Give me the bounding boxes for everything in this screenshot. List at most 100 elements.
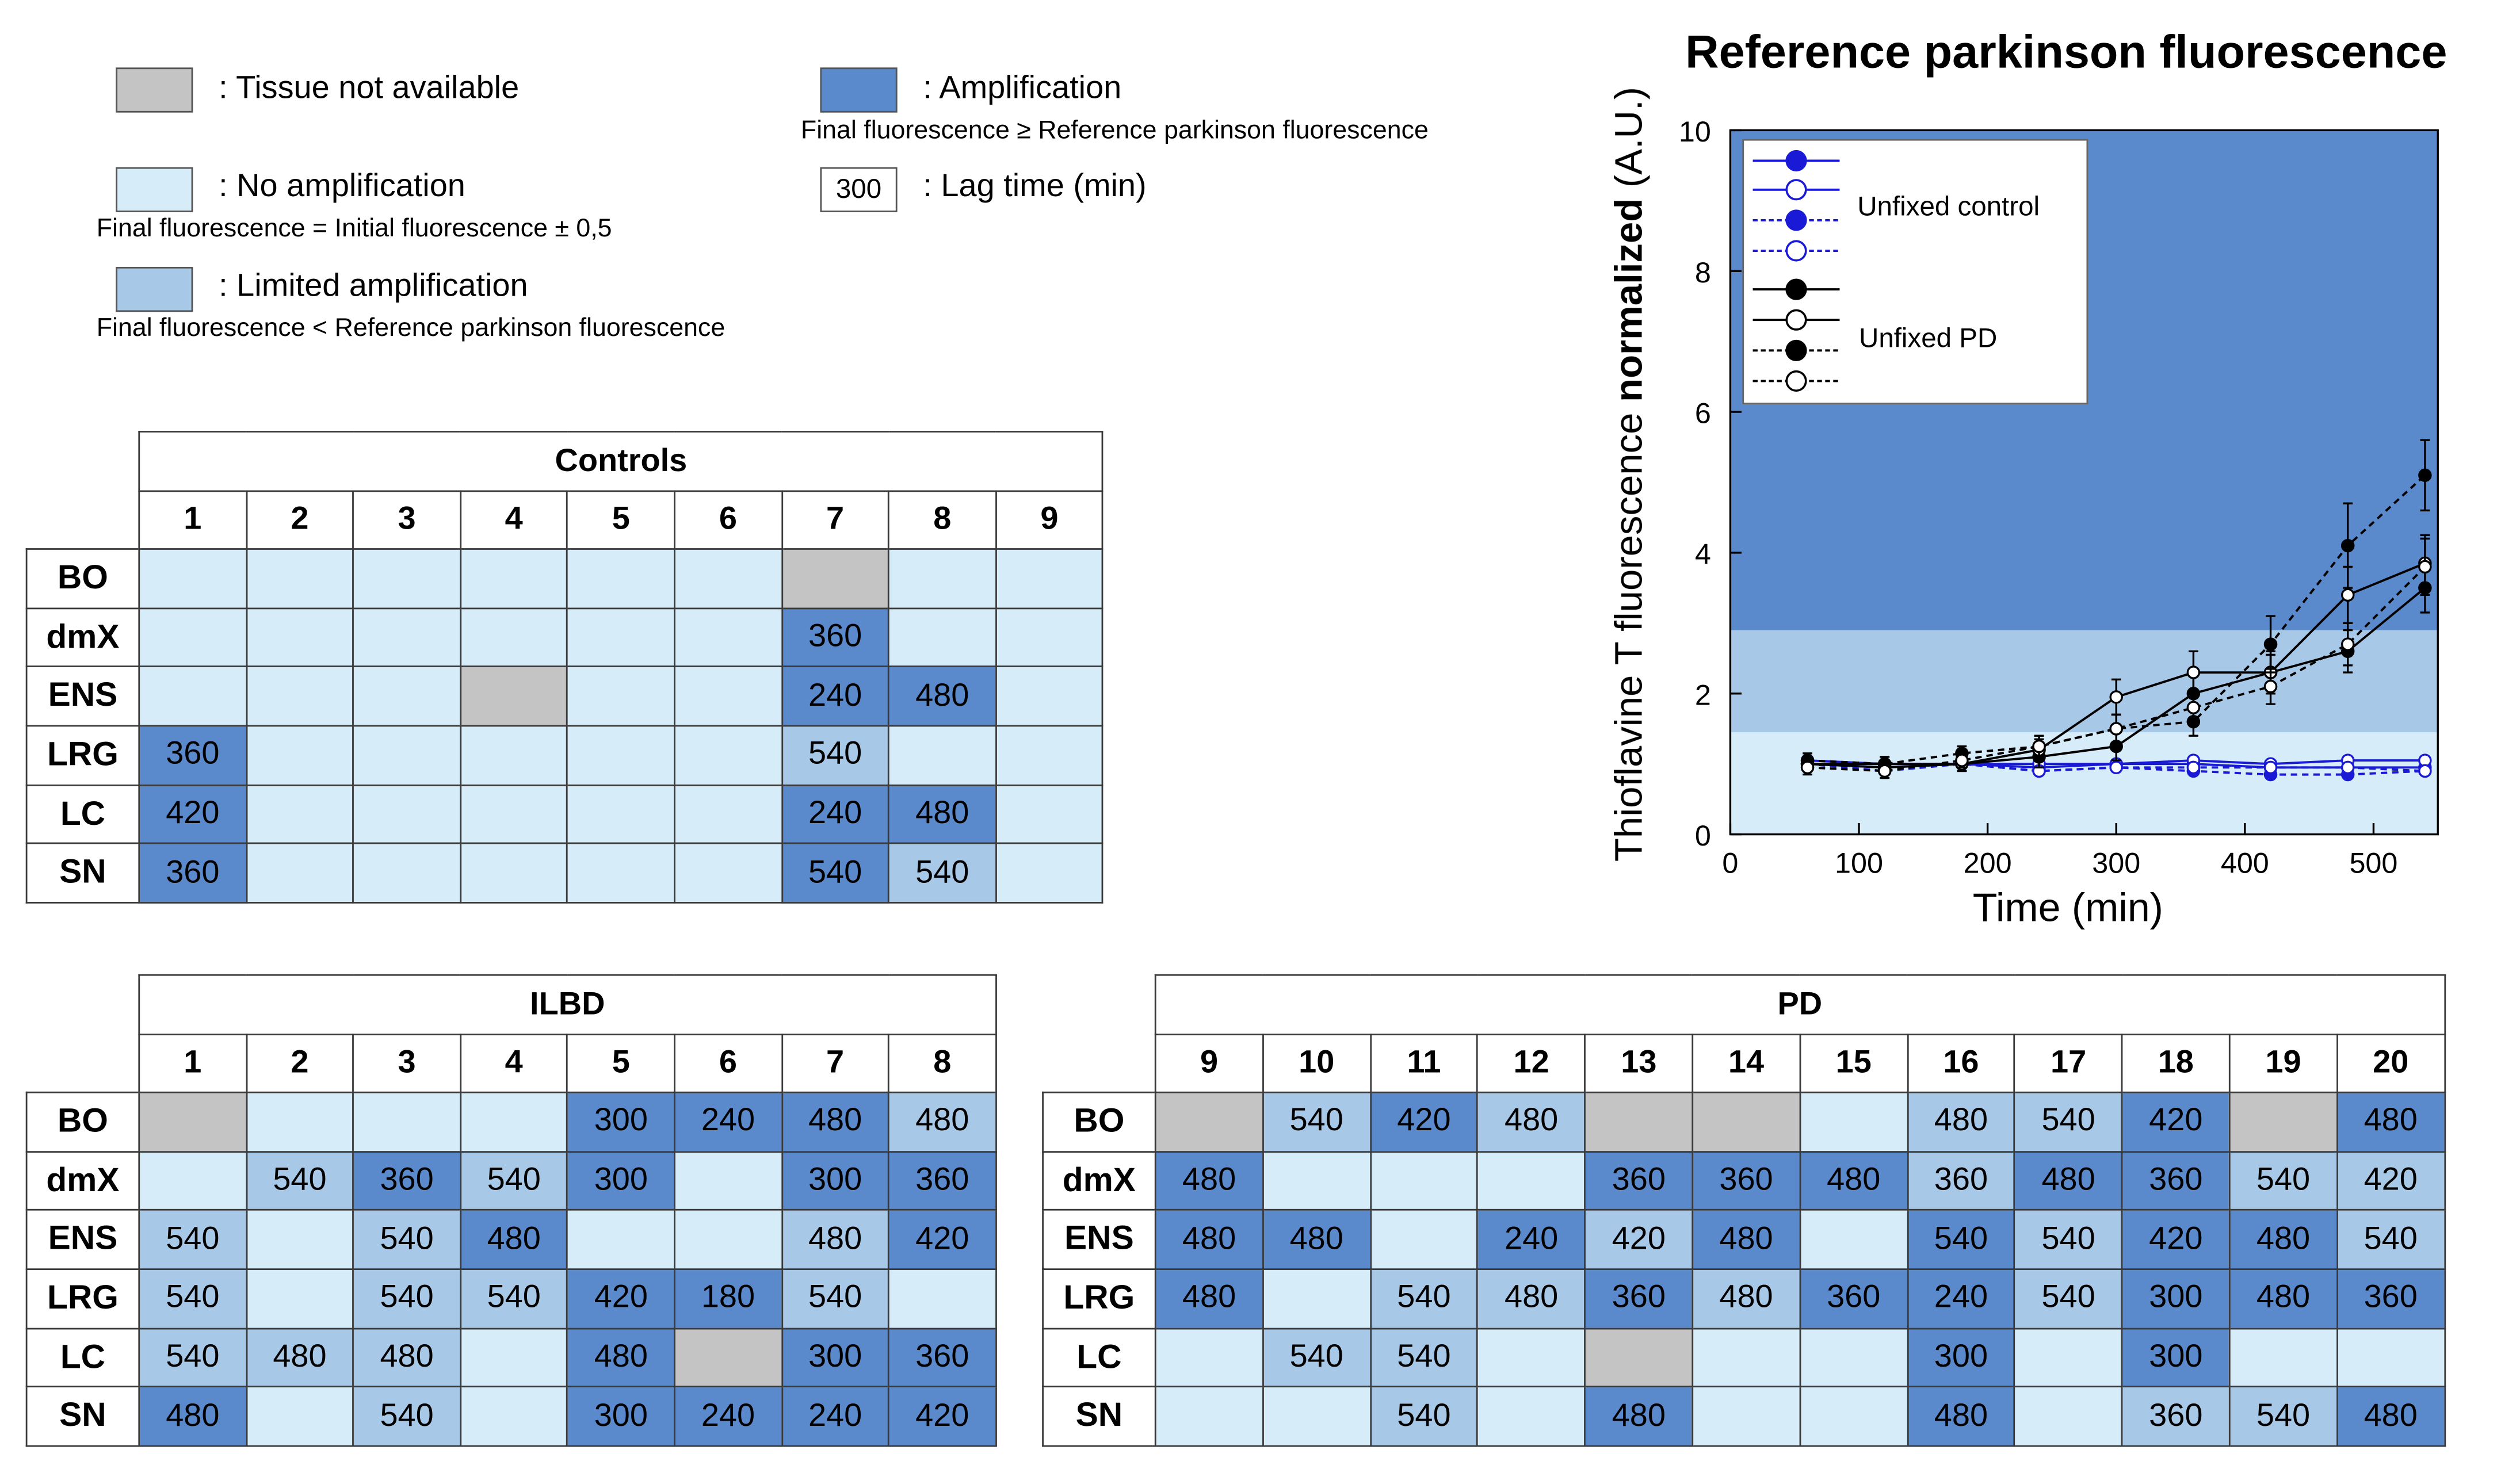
table-cell: 300 [781,1150,890,1211]
table-cell: 420 [1369,1091,1479,1153]
table-row: ENS 480 480 240 420 480 540 540 420 480 540 [1042,1209,2445,1271]
table-cell [674,1327,782,1388]
data-point [2186,760,2201,775]
y-tick-label: 4 [1695,537,1711,570]
chart-title: Reference parkinson fluorescence [1685,26,2447,78]
table-cell: 240 [674,1386,782,1447]
table-cell [245,1268,354,1329]
table-cell: 540 [2014,1209,2123,1271]
table-cell [1476,1150,1586,1211]
table-cell: 540 [781,1268,890,1329]
table-cell: 240 [674,1091,782,1153]
table-cell [459,666,568,727]
table-cell [459,843,568,904]
table-cell: 480 [1262,1209,1371,1271]
table-cell [352,1091,461,1153]
legend-sub-no-amplification: Final fluorescence = Initial fluorescenc… [96,215,612,243]
legend-label-no-amplification: : No amplification [219,169,465,204]
column-header: 15 [1799,1034,1908,1093]
table-cell: 300 [566,1150,675,1211]
data-point [2340,588,2355,602]
table-cell: 540 [2228,1386,2338,1447]
table-cell [352,843,461,904]
table-cell [459,1327,568,1388]
table-cell [674,666,782,727]
column-header: 6 [674,490,782,550]
table-cell [566,548,675,609]
table-cell: 360 [1906,1150,2016,1211]
table-cell: 480 [1154,1150,1264,1211]
table-cell: 420 [888,1209,997,1271]
table-cell [1692,1386,1801,1447]
table-row: LC 540 480 480 480 300 360 [25,1327,997,1388]
table-cell: 360 [352,1150,461,1211]
legend-lag-time-box: 300 [820,167,898,212]
table-cell [1584,1327,1694,1388]
legend-marker [1785,150,1807,172]
column-header: 7 [781,490,890,550]
table-cell [995,548,1104,609]
table-cell [352,784,461,845]
table-cell [459,1386,568,1447]
table-row: ENS 240 480 [25,666,1104,727]
table-row: SN 540 480 480 360 540 480 [1042,1386,2445,1447]
table-row: LRG 360 540 [25,725,1104,786]
row-label: LC [1042,1327,1156,1388]
table-cell: 420 [2121,1209,2231,1271]
legend-marker [1785,309,1807,331]
table-cell [566,725,675,786]
table-row: BO [25,548,1104,609]
table-cell: 540 [245,1150,354,1211]
table-cell [1369,1209,1479,1271]
table-cell: 540 [2336,1209,2445,1271]
column-header: 20 [2336,1034,2445,1093]
table-cell: 360 [2121,1150,2231,1211]
table-cell [888,725,997,786]
table-cell [459,607,568,668]
table-cell [566,843,675,904]
row-label: LC [25,784,140,845]
table-cell: 480 [1476,1091,1586,1153]
row-label: LC [25,1327,140,1388]
legend-sub-limited-amplification: Final fluorescence < Reference parkinson… [96,315,726,343]
row-label: LRG [1042,1268,1156,1329]
table-cell [352,666,461,727]
data-point [2109,722,2123,736]
table-cell: 540 [1369,1327,1479,1388]
table-cell [674,548,782,609]
table-title: PD [1154,974,2445,1035]
table-cell: 300 [566,1091,675,1153]
table-cell [138,1150,247,1211]
table-cell [2336,1327,2445,1388]
row-label: dmX [25,1150,140,1211]
table-cell: 360 [1584,1268,1694,1329]
column-header: 5 [566,1034,675,1093]
legend-swatch-no-amplification [116,167,193,212]
row-label: ENS [25,666,140,727]
table-cell: 540 [1369,1386,1479,1447]
column-header: 6 [674,1034,782,1093]
table-cell [2014,1386,2123,1447]
table-cell: 480 [1799,1150,1908,1211]
table-cell: 480 [2014,1150,2123,1211]
pd-table: PD 9 10 11 12 13 14 15 16 17 18 19 20 BO 540 420 480 480 5… [1042,974,2445,1447]
table-cell: 360 [1692,1150,1801,1211]
table-cell: 480 [781,1209,890,1271]
column-header: 8 [888,1034,997,1093]
column-header: 3 [352,490,461,550]
data-point [2418,764,2432,778]
legend-label-lag-time: : Lag time (min) [923,169,1147,204]
table-cell [459,1091,568,1153]
table-cell [995,784,1104,845]
data-point [2186,701,2201,714]
data-point [1955,753,1969,767]
table-cell: 360 [888,1327,997,1388]
background-band [1730,630,2438,733]
data-point [2418,468,2432,482]
series-line [1807,566,2426,772]
legend-marker [1785,370,1807,392]
table-cell: 480 [1906,1386,2016,1447]
column-header: 12 [1476,1034,1586,1093]
legend-marker [1785,240,1807,262]
legend-label-limited-amplification: : Limited amplification [219,268,528,304]
